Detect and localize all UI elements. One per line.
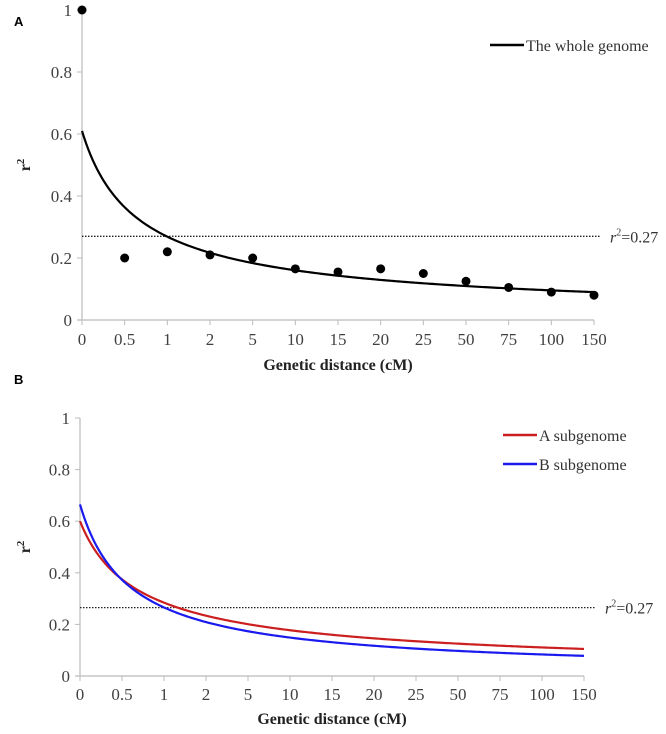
- data-point: [504, 282, 514, 292]
- y-tick-label: 0.8: [49, 461, 70, 480]
- x-tick-label: 1: [160, 685, 169, 704]
- x-tick-label: 2: [206, 330, 215, 349]
- threshold-label-r: r: [605, 601, 612, 618]
- y-axis-title: r2: [15, 540, 34, 553]
- data-point: [376, 264, 386, 274]
- y-tick-label: 0.8: [51, 63, 72, 82]
- y-tick-label: 0.2: [51, 249, 72, 268]
- x-tick-label: 2: [202, 685, 211, 704]
- data-point: [589, 290, 599, 300]
- x-tick-label: 150: [571, 685, 597, 704]
- x-tick-label: 10: [287, 330, 304, 349]
- x-tick-label: 0: [76, 685, 85, 704]
- y-tick-label: 0.2: [49, 615, 70, 634]
- data-point: [205, 250, 215, 260]
- threshold-label-value: =0.27: [616, 601, 653, 618]
- x-tick-label: 50: [458, 330, 475, 349]
- data-point: [120, 253, 130, 263]
- data-point: [162, 247, 172, 257]
- x-tick-label: 0.5: [114, 330, 135, 349]
- y-tick-label: 0.4: [51, 187, 73, 206]
- threshold-label: r2=0.27: [605, 599, 653, 618]
- y-tick-label: 0.6: [51, 125, 72, 144]
- panel-label: B: [14, 372, 23, 387]
- y-tick-label: 0: [62, 667, 71, 686]
- threshold-label-sup: 2: [616, 227, 621, 238]
- x-tick-label: 75: [492, 685, 509, 704]
- threshold-label: r2=0.27: [610, 227, 658, 246]
- series-line-a-subgenome: [78, 520, 585, 651]
- x-tick-label: 50: [450, 685, 467, 704]
- x-tick-label: 5: [248, 330, 257, 349]
- x-tick-label: 10: [282, 685, 299, 704]
- threshold-label-sup: 2: [611, 599, 616, 610]
- threshold-label-r: r: [610, 229, 617, 246]
- y-axis-title-sup: 2: [15, 158, 27, 164]
- y-tick-label: 1: [62, 409, 71, 428]
- x-tick-label: 75: [500, 330, 517, 349]
- x-tick-label: 100: [539, 330, 565, 349]
- x-tick-label: 150: [581, 330, 607, 349]
- chart-panel-b: B00.20.40.60.810 0.5 1 2 5 10 15 20 25 50 75 100 150…: [14, 372, 653, 728]
- y-tick-label: 0.4: [49, 564, 71, 583]
- x-tick-label: 100: [529, 685, 555, 704]
- data-point: [248, 253, 258, 263]
- panel-label: A: [14, 14, 24, 29]
- x-tick-label: 0: [78, 330, 87, 349]
- threshold-label-value: =0.27: [621, 229, 658, 246]
- x-tick-label: 20: [372, 330, 389, 349]
- y-axis-title-r: r: [17, 546, 34, 553]
- data-point: [461, 276, 471, 286]
- x-axis-title: Genetic distance (cM): [257, 711, 406, 728]
- x-axis-title: Genetic distance (cM): [263, 357, 412, 374]
- data-point: [418, 269, 428, 278]
- data-point: [77, 5, 87, 15]
- x-tick-label: 1: [163, 330, 172, 349]
- y-axis-title: r2: [15, 158, 34, 171]
- data-point: [290, 264, 300, 274]
- y-axis-title-sup: 2: [15, 540, 27, 546]
- y-tick-label: 1: [64, 1, 73, 20]
- x-tick-label: 15: [330, 330, 347, 349]
- x-tick-label: 15: [324, 685, 341, 704]
- data-point: [546, 287, 556, 297]
- legend-label: B subgenome: [539, 457, 627, 474]
- y-axis-title-r: r: [17, 164, 34, 171]
- series-line-b-subgenome: [78, 504, 585, 657]
- x-tick-label: 20: [366, 685, 383, 704]
- chart-panel-a: A00.20.40.60.810 0.5 1 2 5 10 15 20 25 50 75 100 150…: [14, 1, 658, 374]
- y-tick-label: 0.6: [49, 512, 70, 531]
- x-tick-label: 25: [408, 685, 425, 704]
- x-tick-label: 25: [415, 330, 432, 349]
- y-tick-label: 0: [64, 311, 73, 330]
- legend-label: A subgenome: [539, 428, 627, 445]
- legend-label: The whole genome: [526, 38, 649, 55]
- x-tick-label: 5: [244, 685, 253, 704]
- x-tick-label: 0.5: [111, 685, 132, 704]
- data-point: [333, 267, 343, 277]
